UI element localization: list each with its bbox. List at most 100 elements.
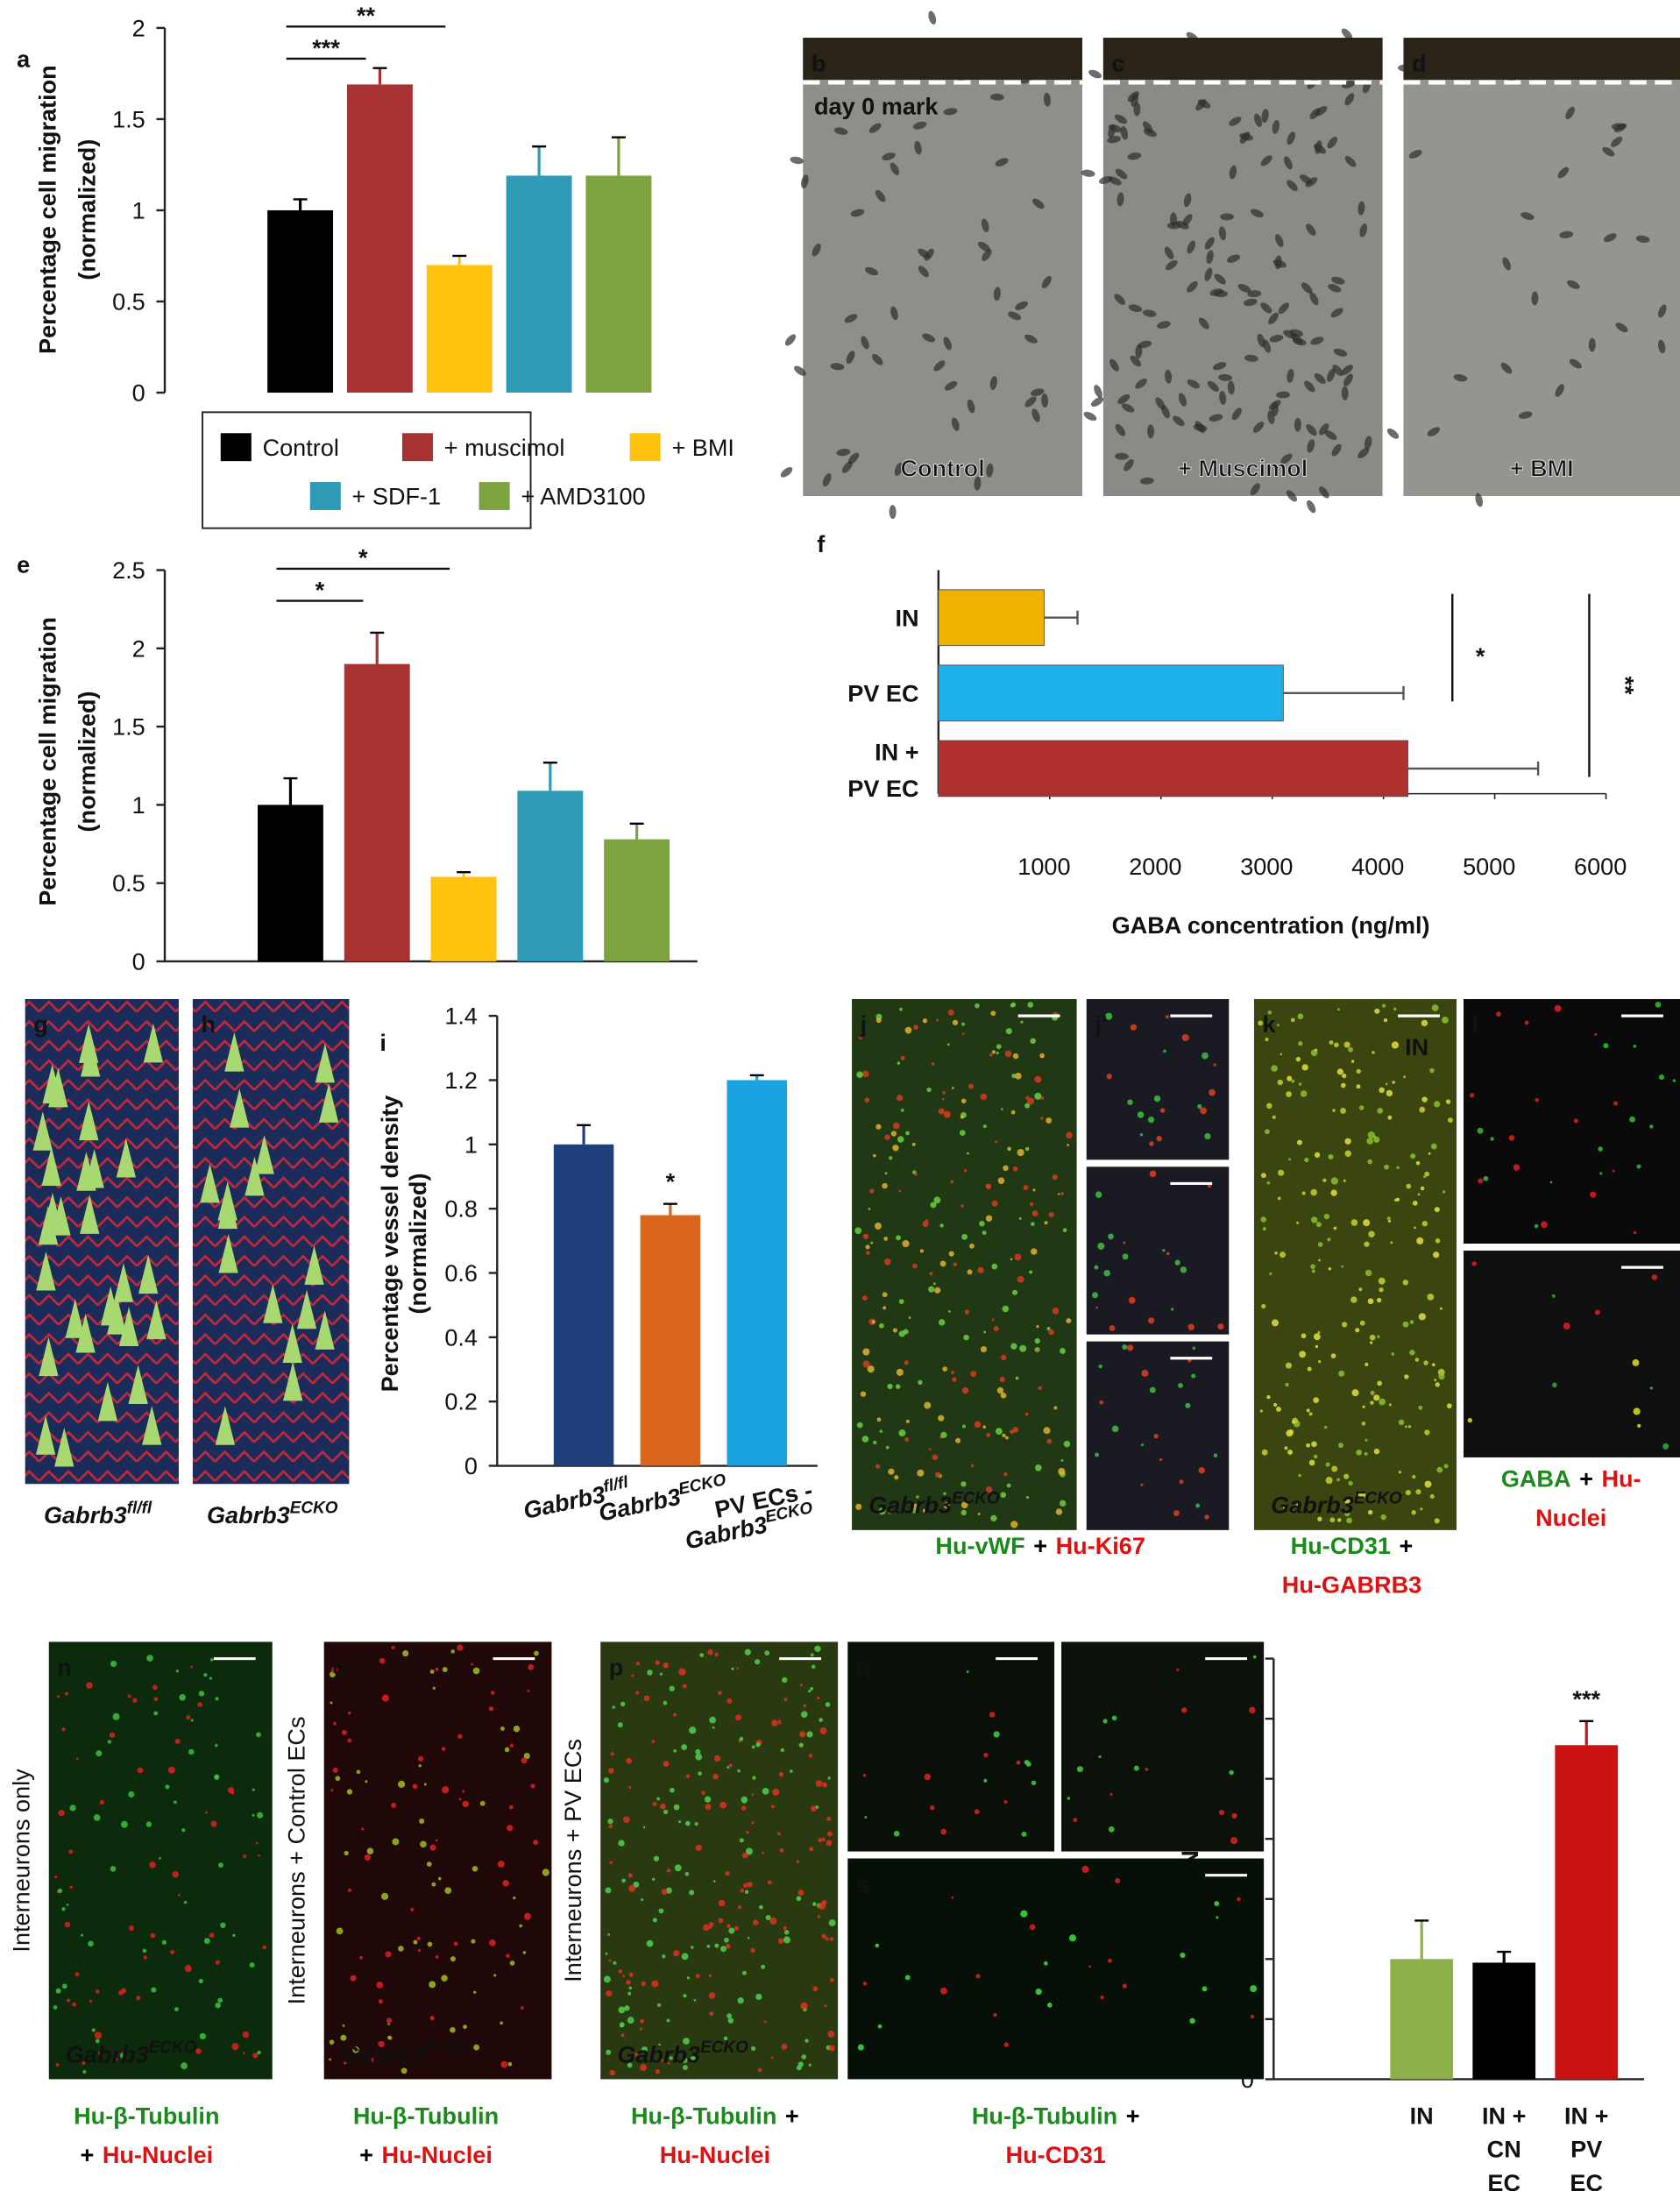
speckle: [699, 1653, 705, 1658]
speckle: [471, 1939, 476, 1944]
speckle: [256, 1732, 261, 1738]
speckle: [1342, 1073, 1347, 1079]
speckle: [922, 1220, 929, 1228]
cell: [830, 363, 845, 371]
speckle: [1068, 1934, 1077, 1942]
speckle: [386, 2017, 392, 2024]
speckle: [438, 1876, 442, 1881]
genotype-sup: fl/fl: [127, 1500, 152, 1518]
speckle: [975, 1003, 980, 1009]
speckle: [1007, 1146, 1011, 1152]
speckle: [714, 1943, 719, 1948]
speckle: [821, 1933, 826, 1939]
significance-label: *: [358, 544, 368, 571]
speckle: [1285, 1382, 1289, 1387]
speckle: [450, 1956, 456, 1962]
cell: [1555, 384, 1564, 397]
speckle: [1034, 1075, 1042, 1083]
panel-letter: h: [201, 1010, 216, 1038]
speckle: [203, 1938, 210, 1945]
speckle: [1390, 1241, 1393, 1244]
cell: [1269, 334, 1284, 343]
cell-triangle: [142, 1405, 162, 1445]
cell: [1187, 280, 1198, 293]
speckle: [1055, 1508, 1063, 1515]
speckle: [1036, 1325, 1039, 1329]
speckle: [607, 1932, 611, 1936]
speckle: [623, 1816, 630, 1824]
speckle: [689, 1727, 697, 1734]
speckle: [1052, 1174, 1058, 1181]
y-tick-label: 0.5: [112, 869, 145, 897]
speckle: [1102, 1719, 1108, 1724]
x-tick-label: 2000: [1129, 853, 1181, 880]
speckle: [771, 1719, 778, 1727]
y-tick-label: 0: [132, 379, 145, 407]
speckle: [488, 1706, 494, 1712]
speckle: [1651, 1274, 1658, 1280]
speckle: [922, 1018, 928, 1024]
speckle: [1379, 1087, 1385, 1094]
speckle: [1031, 1209, 1038, 1216]
significance-label: *: [315, 576, 325, 603]
cell: [1043, 92, 1051, 107]
speckle: [1344, 1498, 1352, 1506]
speckle: [999, 1377, 1005, 1383]
speckle: [991, 1200, 998, 1207]
stain-part: Hu-vWF: [935, 1532, 1024, 1559]
cell: [1008, 311, 1022, 321]
speckle: [347, 1711, 351, 1715]
cell: [841, 461, 853, 473]
cell: [1117, 394, 1131, 405]
speckle: [61, 1907, 66, 1911]
cell-triangle: [296, 1289, 317, 1329]
speckle: [912, 1503, 920, 1511]
speckle: [666, 2018, 670, 2023]
speckle: [940, 1828, 947, 1835]
speckle: [603, 1777, 610, 1783]
speckle: [1029, 1202, 1034, 1207]
speckle: [1130, 1024, 1138, 1031]
speckle: [500, 2021, 503, 2025]
speckle: [1405, 1490, 1411, 1496]
cell: [1293, 337, 1307, 346]
speckle: [681, 1953, 689, 1961]
bar: [426, 265, 493, 394]
speckle: [737, 1997, 744, 2004]
speckle: [904, 1360, 909, 1365]
speckle: [137, 1767, 144, 1774]
speckle: [1027, 1002, 1034, 1008]
bar: [938, 589, 1045, 647]
stain-caption: + Hu-Nuclei: [359, 2141, 493, 2168]
speckle: [1590, 1191, 1597, 1198]
speckle: [1145, 1768, 1149, 1771]
speckle: [898, 1007, 903, 1011]
speckle: [165, 1784, 170, 1790]
cell-triangle: [118, 1307, 139, 1346]
speckle: [1470, 1093, 1475, 1098]
cell: [1331, 276, 1345, 285]
speckle: [1095, 1306, 1098, 1309]
speckle: [608, 1824, 613, 1829]
speckle: [1299, 1351, 1307, 1358]
speckle: [398, 1780, 406, 1788]
speckle: [979, 1220, 985, 1227]
speckle: [205, 1811, 208, 1814]
speckle: [1439, 1307, 1443, 1310]
speckle: [641, 1981, 646, 1987]
speckle: [1445, 1099, 1451, 1104]
panel-letter: i: [379, 1029, 386, 1056]
speckle: [724, 1937, 729, 1943]
speckle: [695, 1974, 700, 1979]
speckle: [1111, 1715, 1117, 1721]
speckle: [1213, 1453, 1218, 1458]
speckle: [1429, 1493, 1435, 1499]
speckle: [336, 1927, 344, 1935]
speckle: [797, 2061, 804, 2067]
genotype-sup: ECKO: [952, 1490, 1000, 1508]
speckle: [712, 1773, 719, 1780]
cell: [918, 248, 931, 259]
speckle: [1662, 1443, 1669, 1450]
stain-part: Hu-Nuclei: [660, 2141, 770, 2168]
speckle: [1368, 1230, 1375, 1237]
